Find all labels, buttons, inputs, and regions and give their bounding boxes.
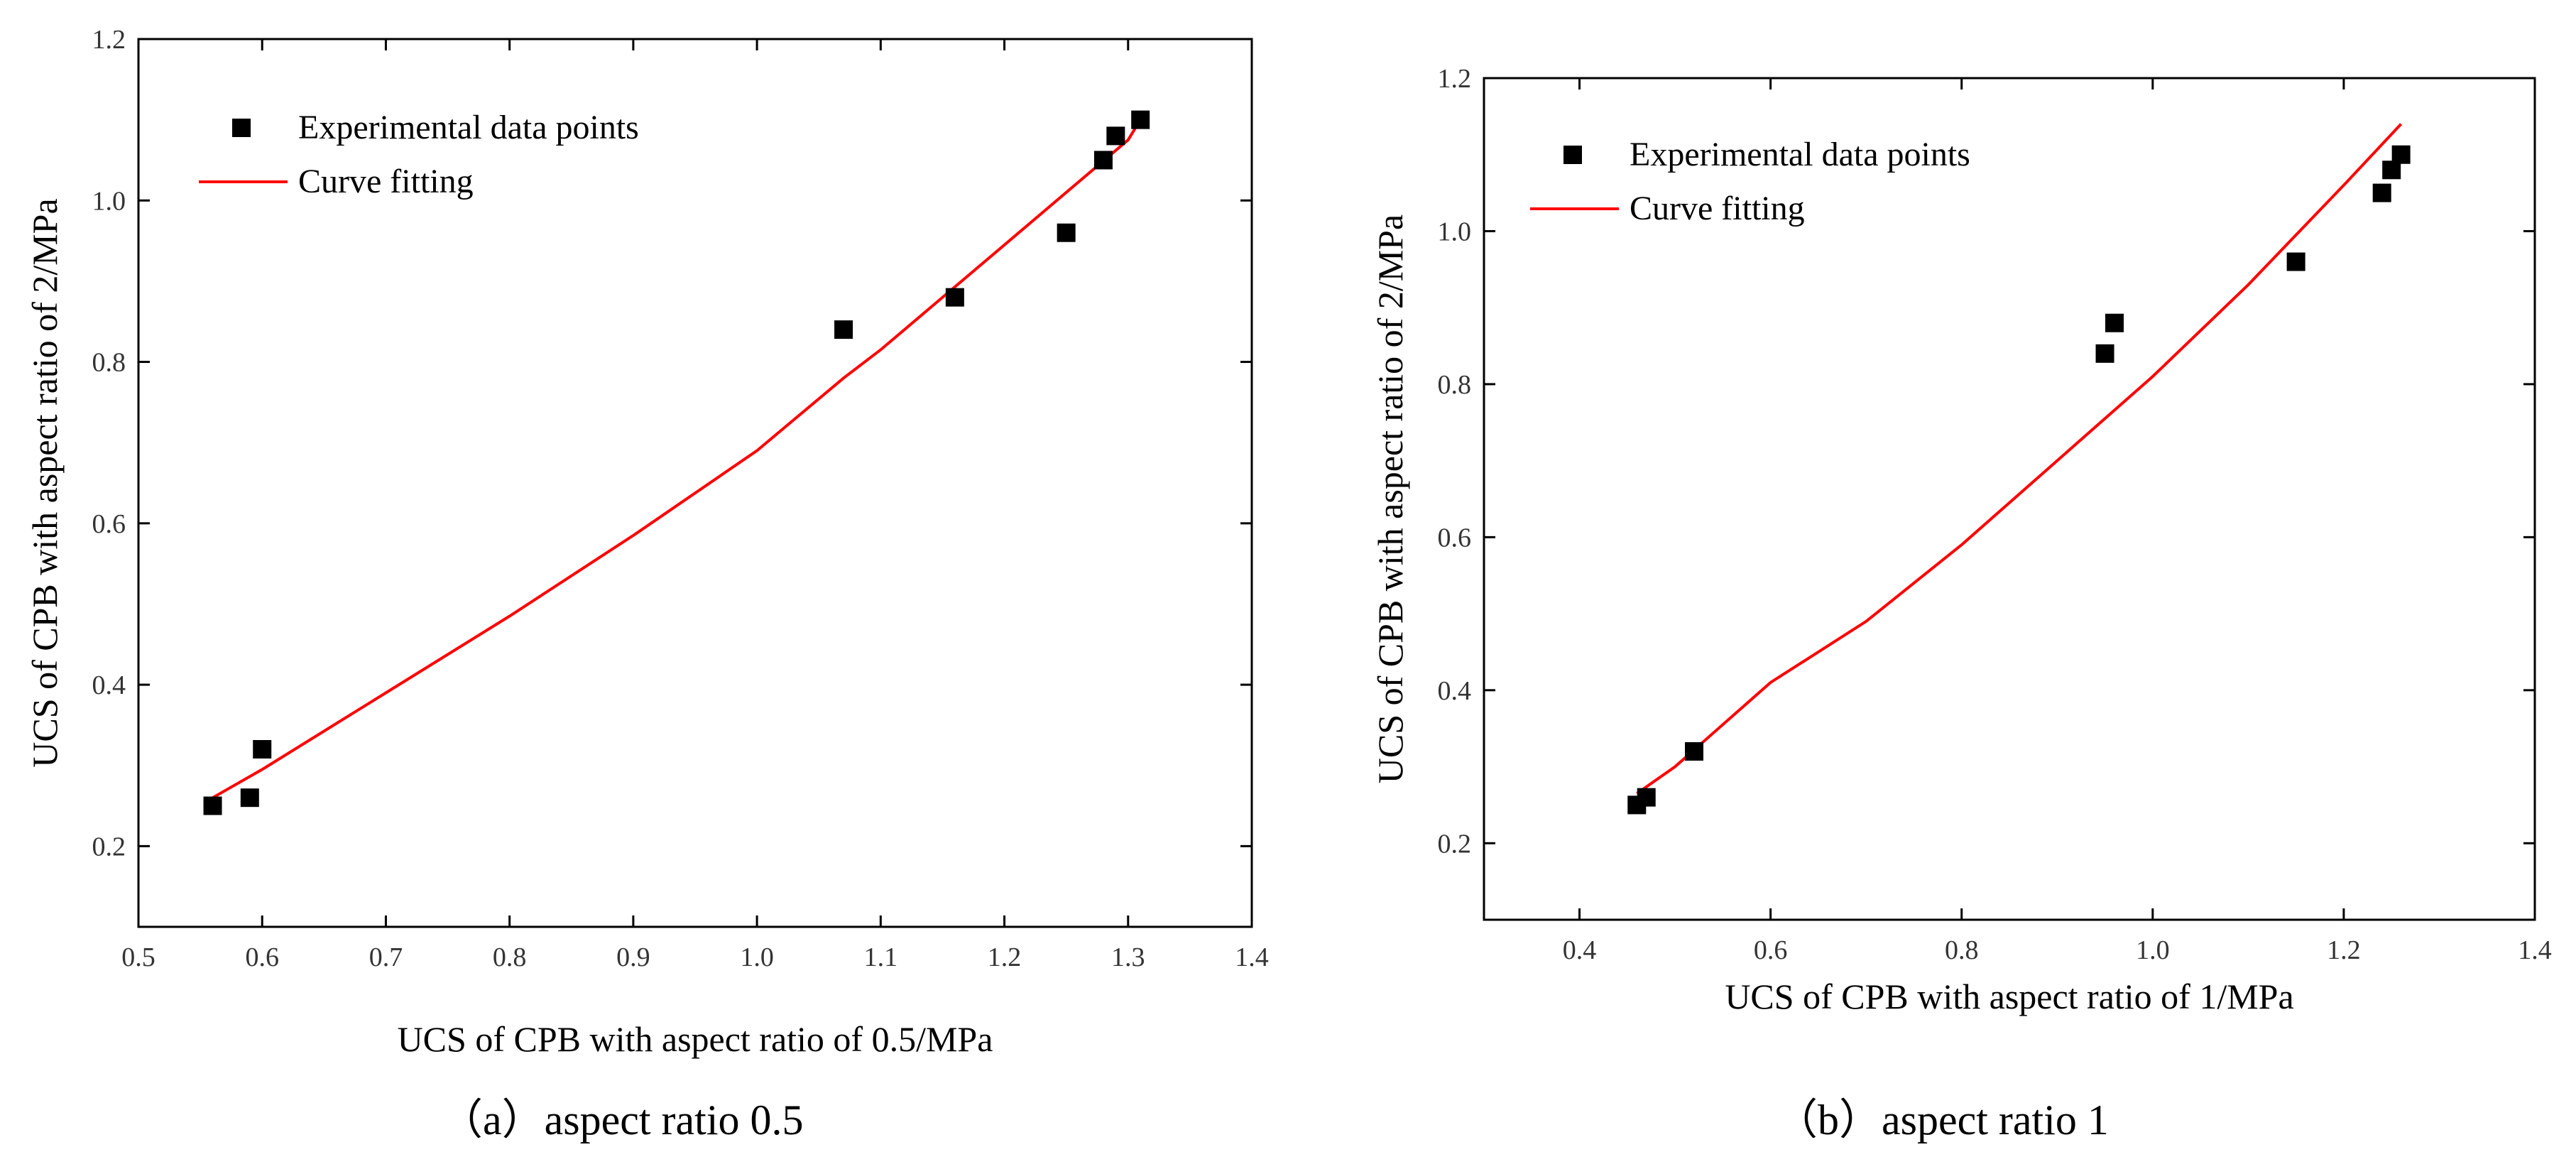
legend-points-label: Experimental data points	[1630, 136, 1970, 173]
x-tick-label: 0.7	[369, 942, 403, 972]
x-tick-label: 0.4	[1563, 935, 1597, 965]
x-tick-label: 0.8	[493, 942, 527, 972]
y-axis-label: UCS of CPB with aspect ratio of 2/MPa	[25, 198, 65, 767]
caption-a: （a）aspect ratio 0.5	[440, 1097, 804, 1143]
legend-point-marker	[232, 119, 251, 137]
chart-b: 0.4 0.6 0.8 1.0 1.2 1.4 0.2 0.4 0.6 0.8 1.0 1.2 UCS …	[1370, 64, 2552, 1016]
x-tick-label: 0.5	[121, 942, 155, 972]
y-tick-label: 0.6	[1438, 523, 1472, 553]
x-tick-label: 0.8	[1945, 935, 1979, 965]
data-point	[240, 788, 259, 808]
fit-curve-line	[212, 119, 1142, 799]
legend-curve-label: Curve fitting	[1630, 190, 1805, 227]
y-tick-label: 1.0	[92, 186, 126, 216]
y-tick-label: 1.0	[1438, 217, 1472, 246]
caption-b: （b）aspect ratio 1	[1775, 1097, 2109, 1143]
data-point	[2286, 252, 2305, 271]
x-tick-label: 1.3	[1111, 942, 1145, 972]
legend-curve-label: Curve fitting	[298, 163, 474, 200]
x-tick-label: 1.0	[740, 942, 774, 972]
x-tick-label: 1.4	[2518, 935, 2552, 965]
data-point	[2391, 145, 2411, 164]
data-point	[1106, 126, 1125, 146]
y-tick-label: 0.2	[1438, 829, 1472, 859]
x-axis-label: UCS of CPB with aspect ratio of 0.5/MPa	[398, 1019, 993, 1059]
x-tick-label: 1.1	[864, 942, 898, 972]
x-tick-label: 1.2	[2327, 935, 2361, 965]
x-tick-label: 1.2	[988, 942, 1022, 972]
data-point	[2105, 313, 2124, 332]
y-tick-label: 1.2	[1438, 64, 1472, 94]
y-tick-label: 0.4	[1438, 676, 1472, 706]
fit-curve-line	[1636, 123, 2403, 795]
x-tick-label: 0.6	[245, 942, 279, 972]
x-tick-label: 1.4	[1235, 942, 1269, 972]
x-tick-label: 1.0	[2136, 935, 2170, 965]
plot-frame	[1483, 77, 2536, 921]
data-point	[1685, 742, 1703, 761]
y-tick-label: 0.6	[92, 509, 126, 539]
x-tick-label: 0.9	[616, 942, 650, 972]
y-tick-label: 1.2	[92, 25, 126, 55]
x-tick-label: 0.6	[1754, 935, 1788, 965]
chart-a: 0.5 0.6 0.7 0.8 0.9 1.0 1.1 1.2 1.3 1.4 0.2 0.4 0.6 0…	[25, 25, 1269, 1059]
y-tick-label: 0.2	[92, 832, 126, 862]
data-point	[1093, 151, 1113, 170]
legend-points-label: Experimental data points	[298, 109, 639, 146]
data-point	[1637, 788, 1656, 807]
data-point	[203, 796, 222, 815]
data-point	[945, 288, 964, 307]
data-point	[1131, 110, 1150, 129]
y-tick-label: 0.4	[92, 670, 126, 700]
y-tick-label: 0.8	[92, 348, 126, 378]
y-tick-label: 0.8	[1438, 370, 1472, 400]
data-point	[2095, 344, 2114, 363]
legend-point-marker	[1563, 146, 1582, 164]
data-point	[1057, 223, 1076, 242]
x-axis-label: UCS of CPB with aspect ratio of 1/MPa	[1725, 977, 2293, 1016]
data-point	[253, 740, 272, 759]
data-point	[834, 320, 853, 339]
data-point	[2372, 183, 2391, 202]
y-axis-label: UCS of CPB with aspect ratio of 2/MPa	[1370, 214, 1410, 783]
plot-frame	[137, 38, 1253, 928]
